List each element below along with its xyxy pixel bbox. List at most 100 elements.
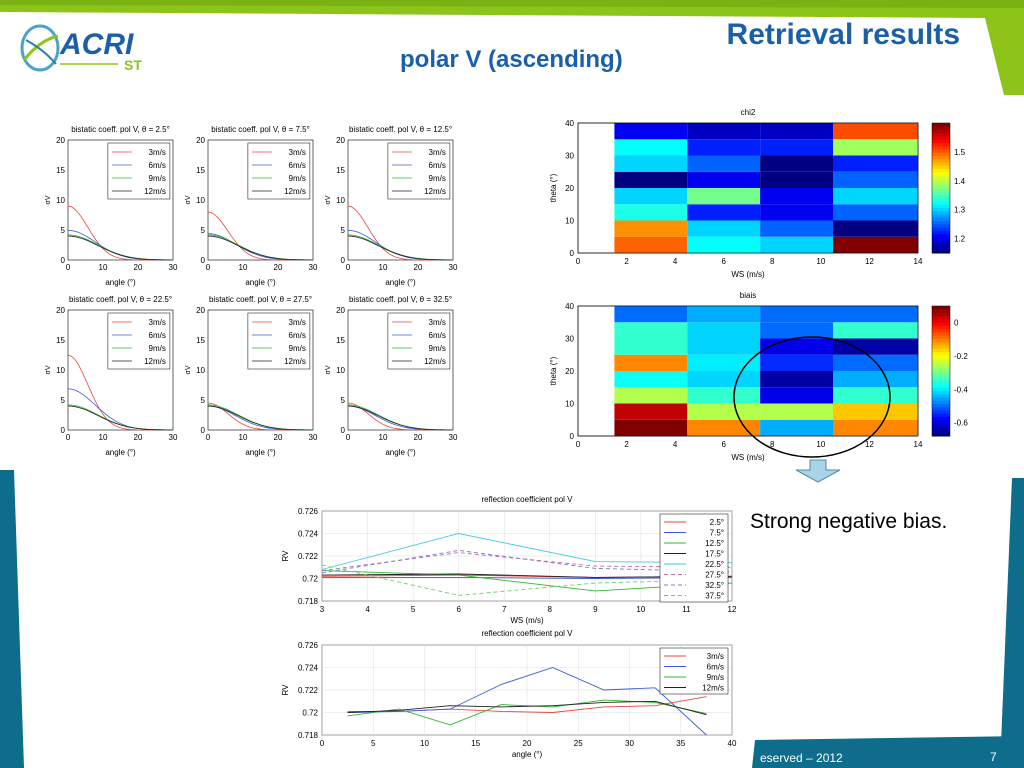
colorbar-segment [932, 325, 950, 330]
x-tick-label: 0 [206, 263, 211, 272]
legend-label: 12m/s [424, 357, 446, 366]
y-tick-label: 5 [61, 226, 66, 235]
y-tick-label: 15 [196, 166, 205, 175]
heatmap-cell [833, 220, 918, 237]
heatmap-cell [687, 387, 761, 404]
colorbar-segment [932, 162, 950, 166]
x-tick-label: 20 [134, 433, 143, 442]
legend-label: 37.5° [705, 592, 724, 601]
heatmap-cell [614, 387, 688, 404]
colorbar-segment [932, 181, 950, 186]
colorbar-segment [932, 322, 950, 326]
panel-title: bistatic coeff. pol V, θ = 27.5° [209, 295, 312, 304]
colorbar-segment [932, 149, 950, 153]
x-tick-label: 10 [379, 433, 388, 442]
colorbar-frame [931, 305, 951, 437]
heatmap-cell [833, 322, 918, 339]
heatmap-cell [760, 139, 833, 156]
colorbar-segment [932, 312, 950, 317]
colorbar-tick-label: 0 [954, 319, 959, 328]
y-tick-label: 10 [196, 196, 205, 205]
colorbar-tick-label: -0.2 [954, 352, 968, 361]
legend-box [659, 513, 729, 603]
bistatic-panel: bistatic coeff. pol V, θ = 7.5° 0 10 20 30 0 5… [185, 125, 318, 287]
x-tick-label: 11 [682, 605, 691, 614]
y-tick-label: 0 [201, 256, 206, 265]
colorbar-segment [932, 194, 950, 199]
y-tick-label: 10 [565, 400, 574, 409]
colorbar-segment [932, 361, 950, 365]
colorbar-segment [932, 306, 950, 310]
reflection-vs-angle-chart: reflection coefficient pol V 0 5 10 15 20 25 30… [281, 629, 737, 759]
x-axis-label: angle (°) [512, 750, 543, 759]
heatmap-cell [614, 236, 688, 253]
chi2-heatmap: chi2 0 2 4 6 8 10 12 14 0 10 20 30 40 WS (m/s) theta (°… [549, 108, 966, 279]
colorbar-segment [932, 155, 950, 160]
legend-label: 6m/s [429, 161, 446, 170]
y-tick-label: 0.724 [298, 664, 319, 673]
colorbar-segment [932, 351, 950, 356]
x-axis-label: WS (m/s) [510, 616, 544, 625]
colorbar-segment [932, 400, 950, 404]
heatmap-cell [614, 403, 688, 420]
heatmap-cell [614, 123, 688, 140]
slide-subtitle: polar V (ascending) [400, 46, 623, 73]
legend-label: 12m/s [144, 357, 166, 366]
panel-title: bistatic coeff. pol V, θ = 2.5° [71, 125, 170, 134]
y-tick-label: 40 [565, 119, 574, 128]
y-axis-label: RV [281, 684, 290, 696]
colorbar-segment [932, 393, 950, 398]
x-tick-label: 12 [728, 605, 737, 614]
legend-label: 12m/s [284, 187, 306, 196]
heatmap-cell [687, 220, 761, 237]
legend-label: 3m/s [707, 652, 724, 661]
legend-label: 17.5° [705, 550, 724, 559]
colorbar-tick-label: -0.4 [954, 385, 968, 394]
y-tick-label: 5 [61, 396, 66, 405]
x-tick-label: 10 [420, 739, 429, 748]
slide-title: Retrieval results [726, 18, 960, 51]
colorbar-segment [932, 246, 950, 251]
legend-label: 12.5° [705, 539, 724, 548]
heatmap-cell [614, 204, 688, 221]
legend-label: 12m/s [144, 187, 166, 196]
panel-title: bistatic coeff. pol V, θ = 32.5° [349, 295, 452, 304]
legend-label: 3m/s [429, 148, 446, 157]
x-tick-label: 0 [206, 433, 211, 442]
x-axis-label: angle (°) [245, 278, 276, 287]
x-tick-label: 10 [239, 433, 248, 442]
reflection-vs-ws-chart: reflection coefficient pol V 3 4 5 6 7 8 9 10 11 1… [281, 495, 737, 625]
y-tick-label: 5 [341, 226, 346, 235]
heatmap-cell [833, 306, 918, 323]
colorbar-segment [932, 145, 950, 150]
legend-label: 3m/s [289, 148, 306, 157]
x-tick-label: 8 [770, 440, 775, 449]
y-tick-label: 10 [56, 196, 65, 205]
y-axis-label: theta (°) [549, 356, 558, 385]
colorbar-segment [932, 139, 950, 143]
legend-label: 2.5° [710, 518, 724, 527]
x-tick-label: 30 [169, 433, 178, 442]
colorbar-segment [932, 188, 950, 192]
x-tick-label: 20 [414, 433, 423, 442]
colorbar-segment [932, 142, 950, 147]
colorbar-segment [932, 204, 950, 208]
heatmap-cell [614, 306, 688, 323]
y-tick-label: 10 [56, 366, 65, 375]
heatmap-cell [614, 220, 688, 237]
panel-title: bistatic coeff. pol V, θ = 22.5° [69, 295, 172, 304]
y-tick-label: 15 [336, 166, 345, 175]
heatmap-border [577, 122, 919, 254]
heatmap-cell [760, 371, 833, 388]
y-tick-label: 20 [336, 136, 345, 145]
heatmap-cell [614, 371, 688, 388]
colorbar-segment [932, 419, 950, 424]
bistatic-panel: bistatic coeff. pol V, θ = 32.5° 0 10 20 30 0… [325, 295, 458, 457]
y-tick-label: 0.72 [302, 575, 318, 584]
colorbar-segment [932, 223, 950, 228]
x-axis-label: angle (°) [105, 448, 136, 457]
legend-label: 6m/s [707, 663, 724, 672]
y-tick-label: 0 [341, 426, 346, 435]
x-tick-label: 14 [914, 257, 923, 266]
x-tick-label: 20 [274, 433, 283, 442]
